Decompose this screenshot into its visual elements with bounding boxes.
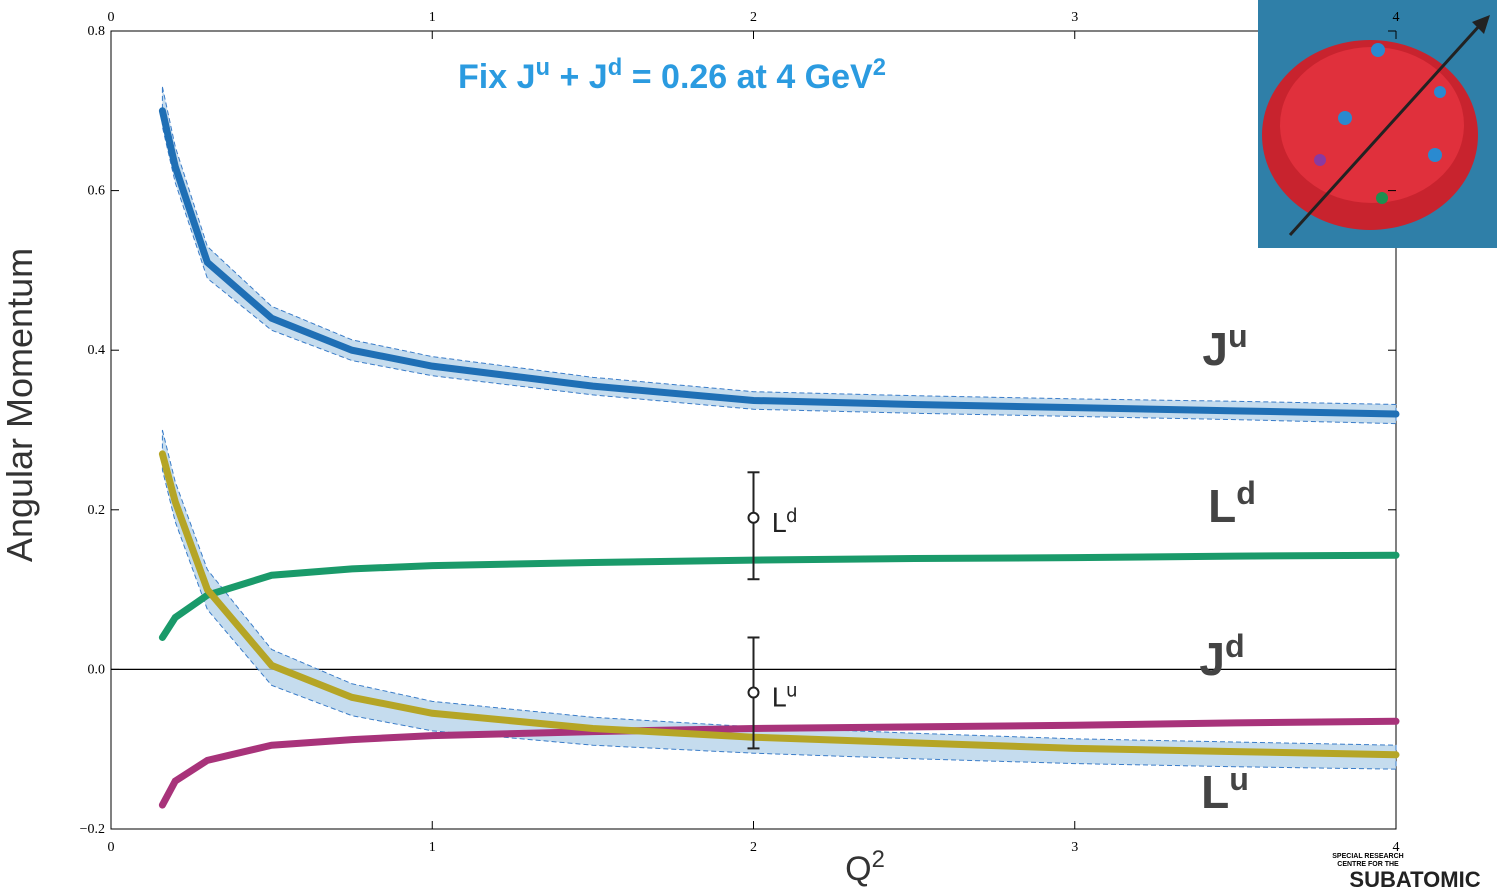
y-tick-label: −0.2 — [80, 822, 105, 837]
chart-title-sup: 2 — [873, 54, 886, 81]
y-tick-label: 0.6 — [88, 184, 106, 199]
point-label-sup: d — [786, 505, 798, 526]
x-axis-label-part: Q — [845, 850, 871, 887]
point-label-sup: u — [786, 680, 798, 701]
uncertainty-band — [161, 86, 1397, 425]
chart-title-sup: d — [608, 54, 623, 81]
data-point — [747, 511, 760, 524]
x-tick-label: 0 — [108, 840, 115, 855]
x-tick-label-top: 4 — [1393, 10, 1400, 25]
point-label-part: L — [772, 684, 787, 714]
series-label: Lu — [1201, 761, 1249, 818]
proton-image — [1258, 0, 1497, 248]
chart-title: Fix Ju + Jd = 0.26 at 4 GeV2 — [458, 54, 886, 97]
x-tick-label-top: 3 — [1071, 10, 1078, 25]
series-line — [158, 450, 1400, 759]
point-label: Lu — [772, 680, 798, 714]
series-label-sup: u — [1229, 761, 1249, 797]
x-axis-label-sup: 2 — [872, 846, 885, 873]
x-tick-label: 4 — [1393, 840, 1400, 855]
chart-title-part: Fix J — [458, 58, 535, 96]
logo-text: CENTRE FOR THE — [1337, 861, 1399, 868]
y-axis-label: Angular Momentum — [0, 248, 40, 562]
series-label-sup: u — [1228, 318, 1248, 354]
series-label: Ju — [1202, 318, 1247, 375]
x-tick-label: 2 — [750, 840, 757, 855]
point-label: Ld — [772, 505, 798, 539]
chart-title-part: + J — [550, 58, 608, 96]
chart-title-sup: u — [536, 54, 551, 81]
y-tick-label: 0.4 — [88, 343, 106, 358]
series-label: Jd — [1199, 628, 1244, 685]
series-label-part: J — [1199, 633, 1225, 685]
series-label-sup: d — [1225, 628, 1245, 664]
x-tick-label-top: 2 — [750, 10, 757, 25]
y-tick-label: 0.0 — [88, 662, 106, 677]
series-label-part: L — [1201, 766, 1229, 818]
x-tick-label-top: 1 — [429, 10, 436, 25]
y-tick-label: 0.8 — [88, 24, 106, 39]
series-label-part: J — [1202, 323, 1228, 375]
x-tick-label: 1 — [429, 840, 436, 855]
x-axis-label: Q2 — [845, 846, 885, 887]
series-label-sup: d — [1236, 475, 1256, 511]
series-label: Ld — [1208, 475, 1256, 532]
series-label-part: L — [1208, 480, 1236, 532]
x-tick-label-top: 0 — [108, 10, 115, 25]
series-line — [158, 107, 1400, 418]
logo-text: SUBATOMIC — [1349, 867, 1480, 887]
series-line — [158, 551, 1400, 641]
chart-title-part: = 0.26 at 4 GeV — [622, 58, 873, 96]
y-tick-label: 0.2 — [88, 503, 106, 518]
point-label-part: L — [772, 509, 787, 539]
uncertainty-band — [161, 429, 1397, 770]
data-point — [747, 686, 760, 699]
series-line — [158, 717, 1400, 809]
logo-text: SPECIAL RESEARCH — [1332, 853, 1403, 860]
x-tick-label: 3 — [1071, 840, 1078, 855]
